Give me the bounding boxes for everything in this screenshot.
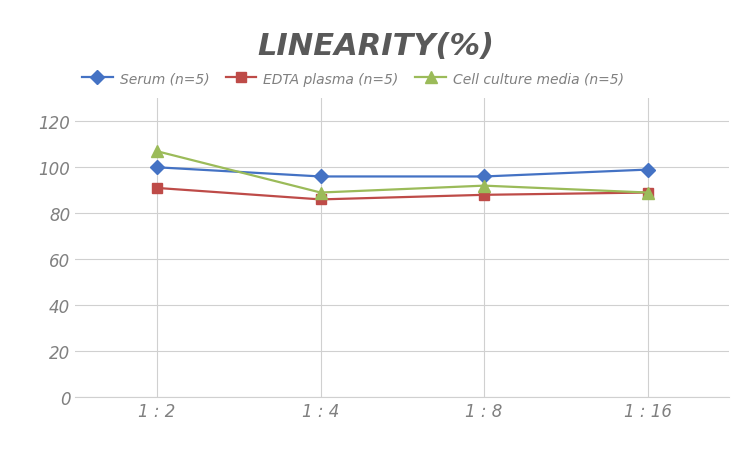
EDTA plasma (n=5) (316, 197, 325, 202)
Line: Cell culture media (n=5): Cell culture media (n=5) (151, 146, 653, 198)
Serum (n=5) (480, 175, 489, 180)
EDTA plasma (n=5) (643, 190, 652, 196)
Cell culture media (n=5) (316, 190, 325, 196)
Serum (n=5) (153, 165, 162, 170)
Line: EDTA plasma (n=5): EDTA plasma (n=5) (152, 184, 653, 205)
Cell culture media (n=5) (643, 190, 652, 196)
Serum (n=5) (643, 167, 652, 173)
Serum (n=5) (316, 175, 325, 180)
EDTA plasma (n=5) (153, 186, 162, 191)
Cell culture media (n=5) (153, 149, 162, 155)
EDTA plasma (n=5) (480, 193, 489, 198)
Legend: Serum (n=5), EDTA plasma (n=5), Cell culture media (n=5): Serum (n=5), EDTA plasma (n=5), Cell cul… (82, 72, 624, 86)
Line: Serum (n=5): Serum (n=5) (152, 163, 653, 182)
Cell culture media (n=5) (480, 184, 489, 189)
Text: LINEARITY(%): LINEARITY(%) (257, 32, 495, 60)
